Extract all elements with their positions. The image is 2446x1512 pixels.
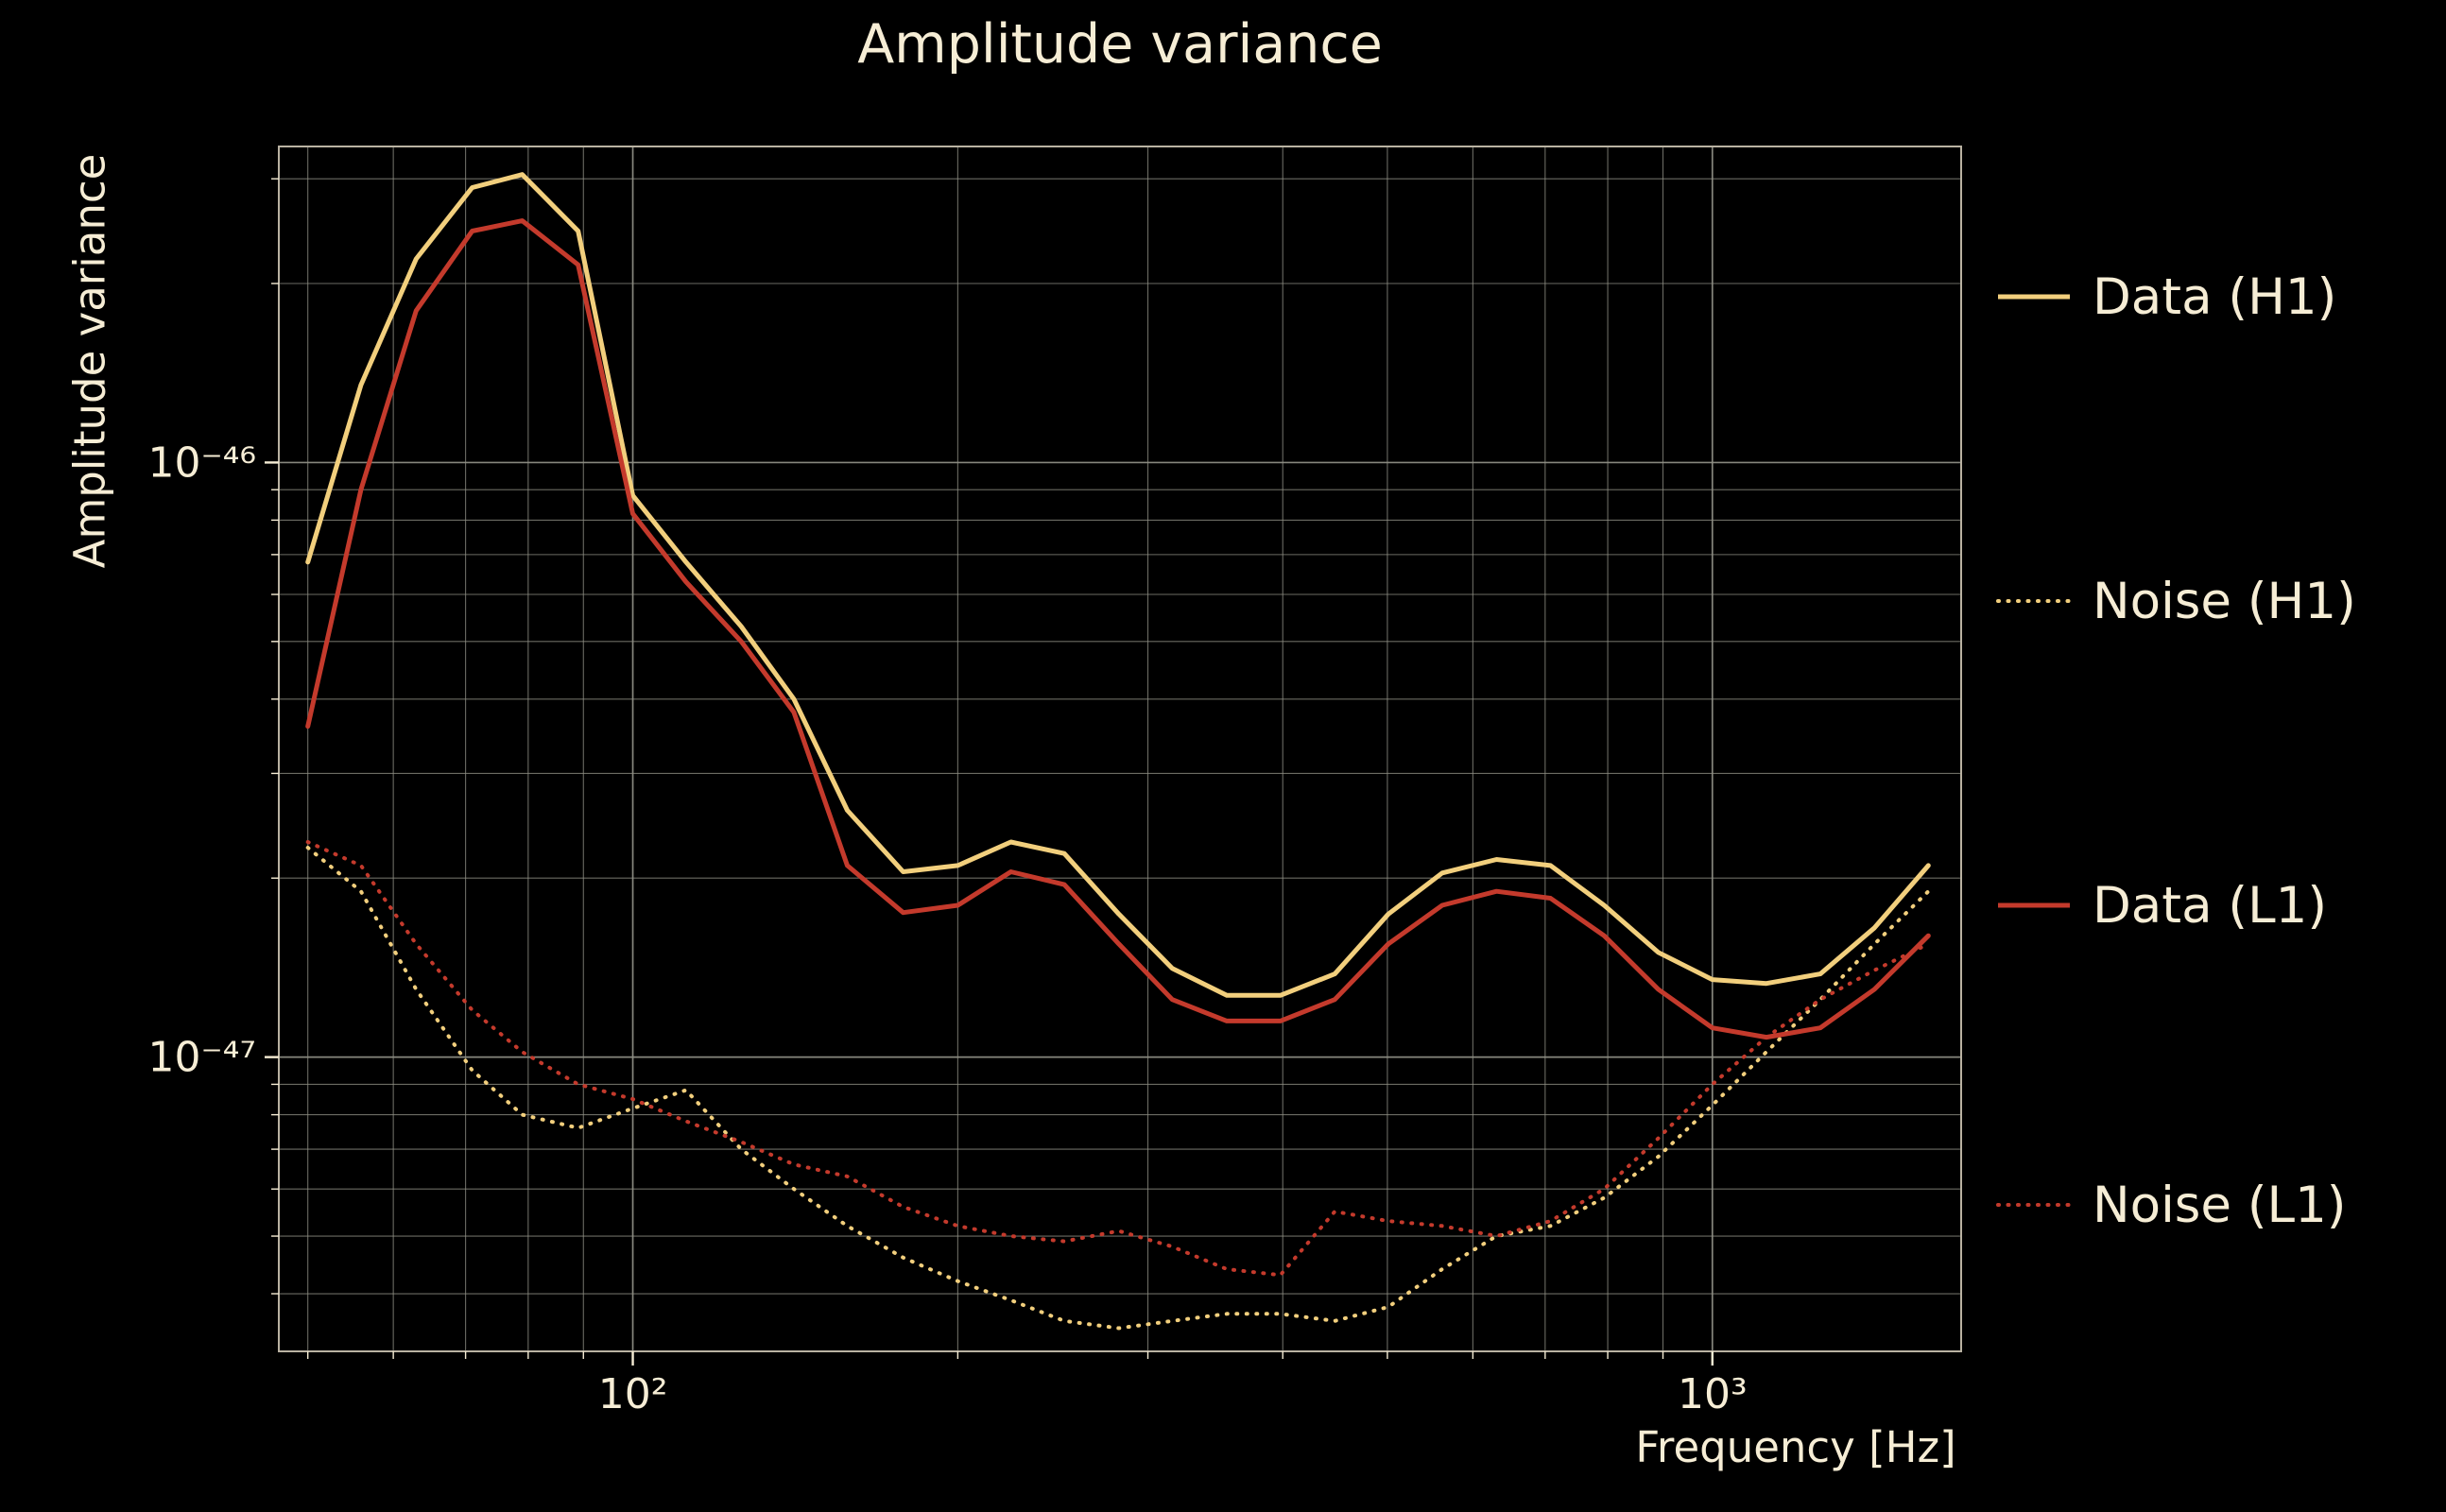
legend-item-noise-h1: Noise (H1)	[1996, 571, 2356, 631]
legend-label-data-l1: Data (L1)	[2093, 876, 2327, 935]
legend-line-data-h1	[1998, 294, 2070, 300]
x-axis-label: Frequency [Hz]	[1635, 1422, 1956, 1472]
y-tick-label: 10⁻⁴⁶	[148, 438, 257, 487]
legend-label-noise-h1: Noise (H1)	[2093, 572, 2356, 630]
legend-item-noise-l1: Noise (L1)	[1996, 1175, 2346, 1235]
series-line-noise-l1	[305, 840, 1931, 1278]
legend: Data (H1) Noise (H1) Data (L1) Noise (L1)	[1996, 0, 2446, 1512]
legend-line-noise-h1	[1996, 599, 2072, 603]
series-line-data-h1	[305, 172, 1931, 998]
legend-line-noise-l1	[1996, 1203, 2072, 1207]
y-axis-label: Amplitude variance	[64, 153, 115, 569]
y-tick-label: 10⁻⁴⁷	[148, 1034, 257, 1082]
legend-line-data-l1	[1998, 902, 2070, 908]
series-line-noise-h1	[305, 846, 1931, 1331]
legend-item-data-l1: Data (L1)	[1996, 875, 2327, 936]
series-line-data-l1	[305, 218, 1931, 1040]
legend-label-data-h1: Data (H1)	[2093, 267, 2337, 326]
legend-item-data-h1: Data (H1)	[1996, 266, 2336, 327]
legend-label-noise-l1: Noise (L1)	[2093, 1176, 2347, 1234]
x-tick-label: 10³	[1678, 1370, 1748, 1418]
x-tick-label: 10²	[598, 1370, 668, 1418]
chart-title: Amplitude variance	[857, 13, 1383, 76]
plot-border	[278, 146, 1962, 1352]
